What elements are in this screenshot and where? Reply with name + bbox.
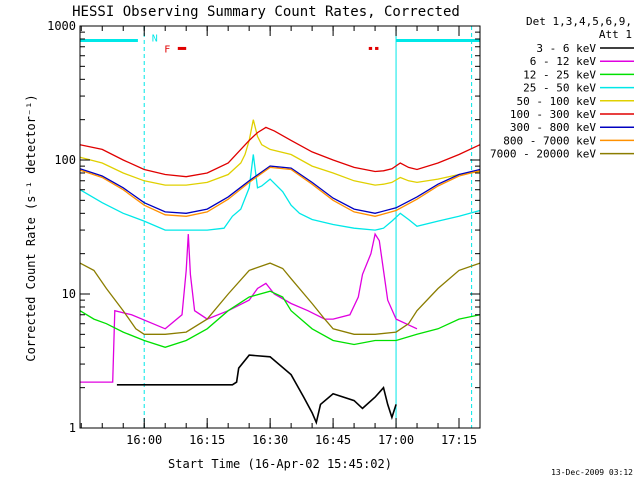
series-line-50-100-kev: [79, 119, 481, 186]
annotations-layer: NF: [79, 26, 480, 428]
legend-item-label: 50 - 100 keV: [517, 95, 597, 108]
x-tick-label: 16:45: [315, 433, 351, 447]
y-tick-label: 10: [62, 287, 76, 301]
legend-item-label: 3 - 6 keV: [536, 42, 596, 55]
series-layer: [79, 119, 481, 426]
legend-item-label: 25 - 50 keV: [523, 82, 596, 95]
plot-frame: [79, 25, 481, 429]
x-tick-label: 16:30: [252, 433, 288, 447]
y-tick-label: 1000: [47, 19, 76, 33]
legend-item-label: 7000 - 20000 keV: [490, 148, 596, 161]
footer-date: 13-Dec-2009 03:12: [551, 468, 633, 477]
x-tick-label: 16:15: [189, 433, 225, 447]
x-tick-label: 17:15: [441, 433, 477, 447]
series-line-100-300-kev: [79, 126, 481, 178]
series-line-6-12-kev: [80, 232, 418, 383]
series-line-300-800-kev: [79, 165, 481, 214]
legend-item-label: 6 - 12 keV: [530, 55, 597, 68]
legend-item-label: 100 - 300 keV: [510, 108, 596, 121]
axes-layer: 1 10 100 1000 16:00 16:15 16:30 16:45 17:00 17:15: [47, 19, 481, 447]
series-line-7000-20000-kev: [79, 262, 481, 335]
x-tick-label: 17:00: [378, 433, 414, 447]
y-tick-label: 100: [54, 153, 76, 167]
series-line-25-50-kev: [79, 154, 481, 231]
chart-title: HESSI Observing Summary Count Rates, Cor…: [72, 4, 460, 20]
x-tick-label: 16:00: [126, 433, 162, 447]
y-axis-label: Corrected Count Rate (s⁻¹ detector⁻¹): [24, 94, 38, 361]
marker-label: F: [164, 44, 170, 55]
y-tick-label: 1: [69, 421, 76, 435]
marker-label: N: [152, 34, 158, 45]
legend-item-label: 800 - 7000 keV: [503, 134, 596, 147]
series-line-800-7000-kev: [79, 166, 481, 217]
legend-item-label: 300 - 800 keV: [510, 121, 596, 134]
x-axis-label: Start Time (16-Apr-02 15:45:02): [168, 457, 392, 471]
legend-item-label: 12 - 25 keV: [523, 68, 596, 81]
legend-header-line: Det 1,3,4,5,6,9,: [526, 15, 632, 28]
legend-header-line: Att 1: [599, 28, 632, 41]
series-line-12-25-kev: [79, 290, 481, 348]
series-line-3-6-kev: [116, 354, 397, 426]
